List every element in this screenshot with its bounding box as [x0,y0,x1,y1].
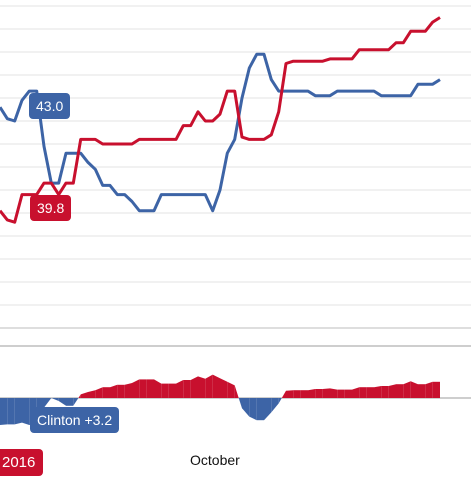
main-lines [0,16,441,224]
margin-area-segment [44,398,52,408]
margin-area-segment [249,398,257,421]
margin-area-segment [80,392,88,398]
main-gridlines [0,5,471,329]
margin-area-segment [286,390,294,398]
margin-area-segment [344,389,352,398]
margin-area-segment [366,387,374,398]
margin-area-segment [227,381,235,398]
margin-area-segment [102,387,110,398]
margin-area-segment [198,376,206,398]
series-line-trump [0,16,441,224]
margin-area-segment [425,381,433,398]
trump-value-label: 39.8 [30,195,72,221]
clinton-value-label: 43.0 [29,93,71,119]
x-axis-month-label: October [190,452,240,468]
margin-area-segment [66,398,74,406]
margin-area-segment [352,387,360,398]
margin-area-segment [205,374,213,398]
margin-area-segment [330,388,338,398]
margin-area-segment [388,384,396,398]
margin-area-segment [242,398,250,417]
margin-area-segment [418,384,426,398]
margin-area-segment [14,398,22,425]
margin-area-segment [278,398,282,404]
margin-label: Clinton +3.2 [30,407,120,433]
margin-area-segment [234,385,239,398]
margin-area-segment [381,386,389,398]
margin-area-segment [337,389,345,398]
margin-area-segment [308,389,316,398]
margin-area [0,374,471,425]
margin-area-segment [146,379,154,398]
margin-area-segment [432,381,440,398]
margin-area-segment [410,381,418,398]
margin-area-segment [271,398,279,413]
margin-area-segment [110,384,118,398]
margin-area-segment [300,390,308,398]
margin-area-segment [78,394,81,398]
margin-area-segment [396,384,404,398]
margin-area-segment [7,398,15,425]
margin-area-segment [359,387,367,398]
margin-area-segment [256,398,264,421]
margin-area-segment [183,380,191,398]
margin-area-segment [22,398,30,425]
margin-area-segment [139,379,147,398]
margin-area-segment [88,390,96,398]
margin-area-segment [238,398,242,409]
margin-area-segment [322,388,330,398]
margin-area-segment [293,390,301,398]
series-line-clinton [0,52,441,213]
margin-area-segment [117,384,125,398]
margin-area-segment [51,398,59,401]
margin-area-segment [176,380,184,398]
margin-area-segment [403,381,411,398]
margin-area-segment [168,383,176,398]
margin-area-segment [73,398,79,406]
margin-area-segment [190,376,198,398]
margin-area-segment [315,389,323,398]
margin-area-segment [161,383,169,398]
margin-area-segment [124,383,132,398]
margin-area-segment [154,379,162,398]
margin-area-segment [132,379,140,398]
margin-area-segment [58,398,66,406]
margin-area-segment [0,398,8,425]
margin-area-segment [374,386,382,398]
margin-area-segment [281,390,286,398]
margin-area-segment [220,378,228,398]
margin-area-segment [95,387,103,398]
margin-area-segment [212,374,220,398]
margin-area-segment [264,398,272,421]
year-label: 2016 [0,449,44,476]
